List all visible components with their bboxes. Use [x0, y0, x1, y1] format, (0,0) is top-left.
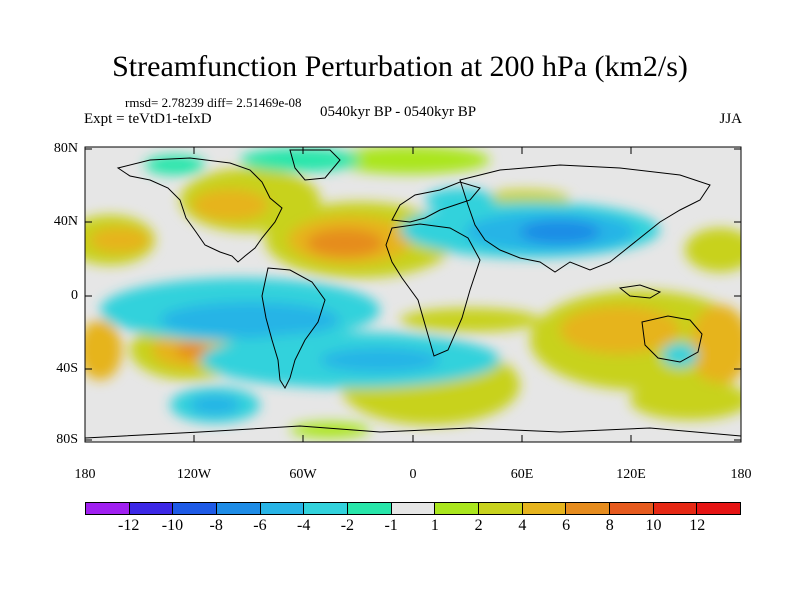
colorbar-label: -4 — [296, 517, 311, 534]
colorbar-segment — [566, 503, 611, 514]
lon-label-60w: 60W — [289, 467, 317, 482]
colorbar-segment — [348, 503, 392, 514]
colorbar-segment — [217, 503, 261, 514]
lon-label-60e: 60E — [510, 467, 534, 482]
colorbar-label: 2 — [474, 517, 483, 534]
lon-label-180e: 180 — [730, 467, 752, 482]
colorbar-segment — [86, 503, 130, 514]
colorbar-segment — [653, 503, 698, 514]
period-label: 0540kyr BP - 0540kyr BP — [320, 104, 477, 120]
colorbar-label: 4 — [518, 517, 527, 534]
colorbar-label: -8 — [209, 517, 223, 534]
colorbar-segment — [479, 503, 523, 514]
lon-label-180w: 180 — [74, 467, 96, 482]
colorbar-label: 6 — [562, 517, 571, 534]
map-title: Streamfunction Perturbation at 200 hPa (… — [112, 50, 688, 83]
season-label: JJA — [719, 111, 742, 127]
colorbar-segment — [697, 503, 741, 514]
colorbar-label: -12 — [118, 517, 140, 534]
colorbar-label: -6 — [253, 517, 267, 534]
lat-label-80s: 80S — [56, 432, 78, 447]
colorbar-segment — [129, 503, 174, 514]
colorbar-segment — [522, 503, 567, 514]
colorbar — [85, 502, 741, 515]
colorbar-segment — [260, 503, 305, 514]
colorbar-label: -2 — [340, 517, 355, 534]
lat-label-0: 0 — [71, 288, 78, 303]
colorbar-label: 12 — [689, 517, 706, 534]
rmsd-stats: rmsd= 2.78239 diff= 2.51469e-08 — [125, 95, 302, 110]
colorbar-label: 1 — [430, 517, 439, 534]
colorbar-label: -10 — [161, 517, 184, 534]
experiment-label: Expt = teVtD1-teIxD — [84, 111, 212, 127]
colorbar-segment — [173, 503, 218, 514]
lat-label-80n: 80N — [53, 141, 78, 156]
colorbar-label: 8 — [605, 517, 614, 534]
lon-label-120w: 120W — [176, 467, 212, 482]
colorbar-label: -1 — [384, 517, 398, 534]
lat-label-40n: 40N — [53, 214, 78, 229]
lat-label-40s: 40S — [56, 361, 78, 376]
coastlines — [85, 149, 741, 439]
colorbar-segment — [304, 503, 349, 514]
lon-label-120e: 120E — [616, 467, 646, 482]
colorbar-segment — [435, 503, 480, 514]
colorbar-segment — [391, 503, 436, 514]
colorbar-label: 10 — [645, 517, 662, 534]
colorbar-segment — [610, 503, 654, 514]
lon-label-0: 0 — [409, 467, 417, 482]
